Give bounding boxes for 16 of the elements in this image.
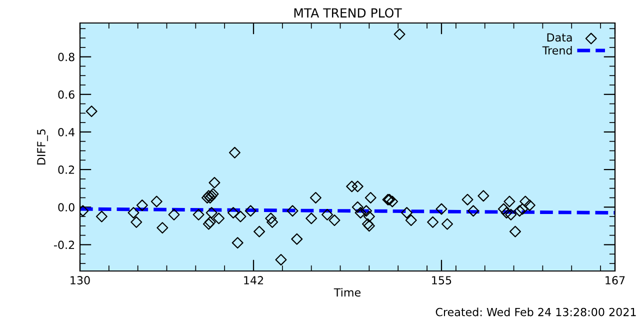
chart-title: MTA TREND PLOT <box>294 8 402 18</box>
y-tick-label: 0.0 <box>58 203 74 212</box>
y-tick-label: 0.4 <box>58 128 75 136</box>
y-axis-title: DIFF_5 <box>37 129 48 165</box>
x-tick-label: 167 <box>606 276 625 284</box>
y-tick-label: 0.8 <box>58 52 74 62</box>
legend-label: Data <box>547 33 572 42</box>
x-tick-label: 142 <box>244 276 264 284</box>
y-tick-label: -0.2 <box>54 240 74 250</box>
y-tick-label: 0.2 <box>58 166 74 174</box>
text: Created: Wed Feb 24 13:28:00 2021 <box>436 308 636 316</box>
x-tick-label: 155 <box>432 276 452 284</box>
x-tick-label: 130 <box>70 276 90 284</box>
x-axis-title: Time <box>334 288 360 297</box>
y-tick-label: 0.6 <box>58 90 74 99</box>
legend-label: Trend <box>542 46 572 55</box>
